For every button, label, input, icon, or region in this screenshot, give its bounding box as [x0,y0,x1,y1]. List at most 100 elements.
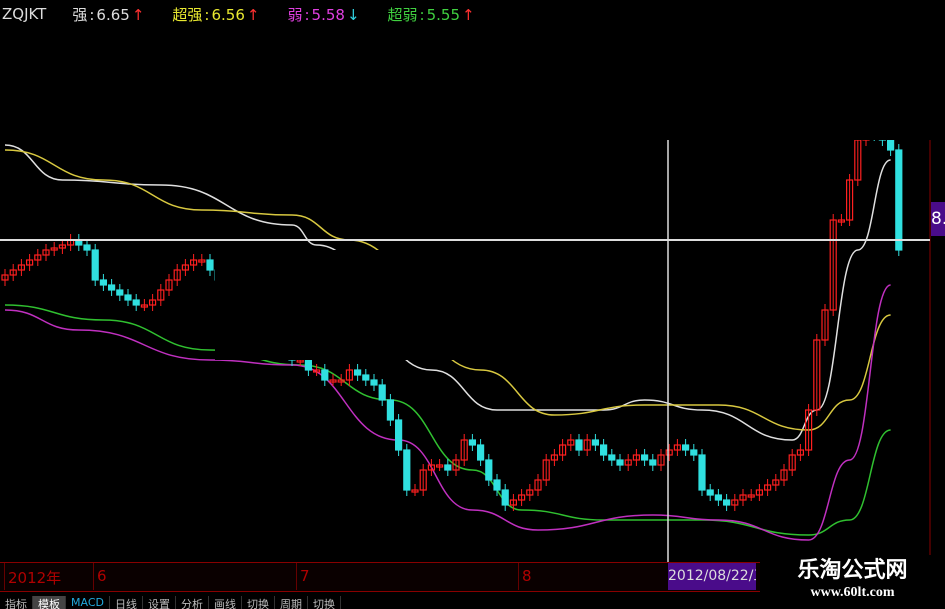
candle-body [747,494,755,498]
candle-body [624,459,632,466]
masked-region [215,250,730,360]
tab-5[interactable]: 分析 [176,596,209,609]
month-label: 6 [97,567,107,585]
candle-body [591,439,600,446]
candle-body [804,409,813,451]
candle-body [460,439,468,461]
candle-body [673,444,682,451]
tab-4[interactable]: 设置 [143,596,176,609]
tab-1[interactable]: 模板 [33,596,66,609]
candle-body [198,259,206,263]
candle-body [739,494,747,501]
watermark-title: 乐淘公式网 [797,557,908,583]
candle-body [91,249,99,281]
candle-body [657,454,665,466]
candle-body [354,369,362,376]
bottom-tabs: 指标 模板 MACD 日线 设置 分析 画线 切换 周期 切换 [0,596,341,609]
candle-body [550,454,559,461]
candle-body [829,219,837,311]
candle-body [477,444,485,461]
colon: : [419,5,425,24]
candle-body [165,279,173,291]
tab-0[interactable]: 指标 [0,596,33,609]
candle-body [42,249,50,256]
candle-body [485,459,493,481]
candle-body [116,289,124,296]
candle-body [395,419,403,451]
candle-body [403,449,411,491]
candle-body [542,459,550,481]
candle-body [616,459,624,466]
candle-body [124,294,132,301]
candle-body [722,499,731,506]
candle-body [558,444,567,456]
candle-body [501,489,509,506]
candle-body [599,444,608,456]
candle-body [813,339,821,411]
candle-body [149,299,157,306]
candle-body [821,309,829,341]
candle-body [608,454,616,461]
indicator-line-3 [4,284,891,541]
indicator-number: 6.56 [211,5,245,24]
masked-region-top [535,0,945,140]
indicator-label: 强 [72,5,88,24]
candle-body [575,439,583,451]
candle-body [386,399,394,421]
indicator-label: 弱 [287,5,303,24]
tab-8[interactable]: 周期 [275,596,308,609]
candle-body [534,479,542,491]
watermark: 乐淘公式网 www.60lt.com [760,555,945,609]
indicator-line-0 [4,144,891,441]
month-divider [93,563,94,590]
candle-body [567,439,575,446]
indicator-number: 5.58 [311,5,345,24]
indicator-value-0: 强:6.65 ↑ [72,4,146,25]
month-label: 7 [300,567,310,585]
candle-body [370,379,378,386]
indicator-name: ZQJKT [2,5,47,23]
candle-body [772,479,780,486]
candle-body [755,489,764,496]
indicator-label: 超弱 [387,5,418,24]
indicator-value-2: 弱:5.58 ↓ [287,4,361,25]
candle-body [690,449,698,456]
candle-body [681,444,690,451]
tab-6[interactable]: 画线 [209,596,242,609]
candle-body [304,359,312,371]
candle-body [780,469,788,481]
trend-arrow-icon: ↑ [462,5,475,24]
candle-body [50,247,58,251]
candle-body [140,304,148,308]
candle-body [83,244,91,251]
month-label: 2012年 [8,569,62,587]
tab-7[interactable]: 切换 [242,596,275,609]
candle-body [58,244,67,249]
colon: : [304,5,310,24]
indicator-number: 6.65 [96,5,130,24]
tab-3[interactable]: 日线 [110,596,143,609]
candle-body [468,439,476,446]
candle-body [157,289,165,301]
indicator-line-2 [4,304,891,536]
trend-arrow-icon: ↑ [246,5,260,24]
tab-2[interactable]: MACD [66,596,110,609]
month-divider [518,563,519,590]
trend-arrow-icon: ↓ [346,5,360,24]
candle-body [345,369,353,381]
colon: : [204,5,210,24]
candle-body [845,179,854,221]
watermark-url: www.60lt.com [810,585,895,600]
candle-body [206,259,214,271]
candle-body [173,269,181,281]
candle-body [132,299,140,306]
candle-body [452,459,460,471]
month-divider [296,563,297,590]
colon: : [89,5,95,24]
candle-body [665,449,673,456]
tab-9[interactable]: 切换 [308,596,341,609]
candle-body [329,379,337,383]
candle-body [526,489,534,496]
indicator-label: 超强 [172,5,203,24]
